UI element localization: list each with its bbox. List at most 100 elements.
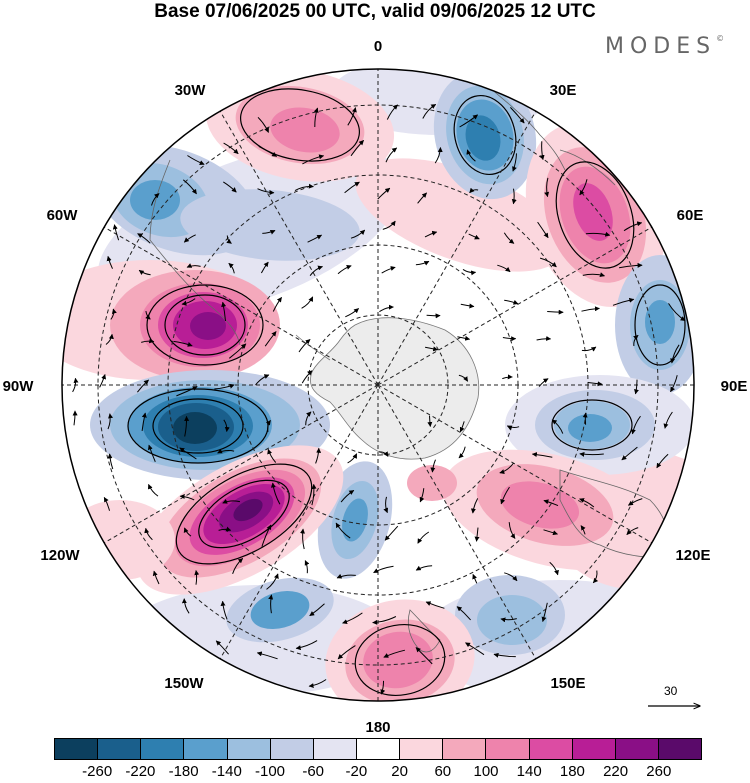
- wind-arrow: [434, 147, 443, 164]
- wind-arrow: [337, 645, 356, 660]
- wind-arrow: [141, 412, 147, 431]
- wind-arrow: [503, 232, 515, 244]
- wind-arrow: [466, 149, 476, 162]
- wind-arrow: [335, 522, 351, 539]
- wind-arrow: [626, 527, 639, 535]
- wind-arrow: [173, 340, 193, 347]
- wind-arrow: [223, 142, 239, 155]
- colorbar: [54, 738, 702, 760]
- wind-arrow: [302, 154, 325, 165]
- wind-arrow: [510, 107, 525, 124]
- wind-arrow: [422, 103, 437, 119]
- lon-label-60w: 60W: [47, 207, 79, 224]
- colorbar-cell: [658, 739, 702, 759]
- wind-arrow: [107, 413, 113, 430]
- lon-label-30w: 30W: [175, 82, 207, 99]
- wind-arrow: [379, 304, 394, 313]
- wind-arrow: [385, 147, 398, 163]
- wind-arrow: [458, 446, 466, 459]
- wind-arrow: [538, 378, 549, 387]
- colorbar-cell: [98, 739, 142, 759]
- wind-arrow: [381, 266, 396, 274]
- wind-arrow: [264, 331, 277, 347]
- lon-label-150e: 150E: [550, 675, 585, 692]
- colorbar-tick-label: 140: [516, 763, 542, 780]
- wind-arrow: [147, 444, 156, 462]
- wind-arrow: [551, 419, 564, 434]
- wind-arrow: [232, 558, 244, 574]
- colorbar-tick-label: -180: [168, 763, 199, 780]
- lon-label-180: 180: [365, 719, 390, 736]
- wind-arrow: [469, 187, 479, 194]
- lon-label-150w: 150W: [164, 675, 204, 692]
- wind-arrow: [417, 192, 427, 204]
- wind-arrow: [623, 221, 643, 232]
- colorbar-tick-label: -100: [254, 763, 286, 780]
- wind-arrow: [215, 640, 229, 655]
- wind-arrow: [256, 651, 278, 660]
- wind-arrow: [581, 306, 600, 312]
- wind-arrow: [218, 526, 232, 532]
- wind-vectors: [72, 103, 686, 695]
- wind-arrow: [383, 649, 406, 658]
- wind-arrow: [543, 529, 558, 536]
- wind-arrow: [350, 140, 364, 157]
- wind-arrow: [372, 616, 397, 625]
- colorbar-tick-label: 100: [473, 763, 499, 780]
- wind-arrow: [110, 308, 117, 320]
- wind-arrow: [112, 224, 120, 241]
- colorbar-cell: [141, 739, 185, 759]
- wind-arrow: [228, 262, 235, 274]
- wind-arrow: [345, 308, 359, 318]
- wind-arrow: [497, 264, 511, 273]
- wind-arrow: [337, 264, 352, 275]
- wind-arrow: [182, 179, 197, 195]
- wind-arrow: [99, 374, 107, 388]
- colorbar-tick-label: -60: [302, 763, 325, 780]
- wind-arrow: [459, 114, 478, 128]
- colorbar-tick-label: -140: [211, 763, 242, 780]
- colorbar-tick-label: 220: [603, 763, 629, 780]
- wind-arrow: [386, 104, 398, 120]
- antarctica-landmass: [310, 317, 480, 460]
- wind-arrow: [627, 498, 643, 506]
- wind-arrow: [539, 257, 557, 268]
- wind-arrow: [220, 600, 228, 620]
- wind-arrow: [222, 499, 241, 504]
- map-title: Base 07/06/2025 00 UTC, valid 09/06/2025…: [154, 1, 596, 22]
- wind-arrow: [307, 234, 323, 243]
- wind-arrow: [344, 181, 360, 194]
- wind-arrow: [179, 447, 197, 460]
- wind-arrow: [137, 379, 149, 393]
- wind-arrow: [138, 269, 151, 276]
- wind-arrow: [417, 531, 430, 544]
- wind-arrow: [107, 453, 114, 470]
- wind-arrow: [384, 525, 399, 541]
- wind-arrow: [499, 462, 515, 474]
- colorbar-tick-label: -260: [82, 763, 113, 780]
- wind-arrow: [301, 370, 313, 384]
- wind-arrow: [511, 188, 517, 205]
- wind-arrow: [217, 448, 235, 454]
- wind-arrow: [383, 496, 389, 514]
- wind-arrow: [382, 220, 396, 230]
- wind-arrow: [512, 153, 517, 172]
- wind-arrow: [144, 527, 153, 541]
- wind-arrow: [214, 383, 235, 390]
- wind-arrow: [228, 343, 247, 359]
- wind-arrow: [621, 446, 638, 461]
- wind-arrow: [342, 612, 363, 625]
- wind-arrow: [537, 221, 549, 239]
- wind-arrow: [470, 498, 479, 514]
- wind-arrow: [670, 344, 680, 364]
- colorbar-cell: [55, 739, 99, 759]
- wind-arrow: [585, 231, 611, 237]
- wind-arrow: [268, 594, 274, 614]
- wind-arrow: [347, 453, 358, 464]
- wind-arrow: [181, 298, 196, 306]
- map-boundary: [61, 68, 695, 702]
- lon-label-90w: 90W: [3, 378, 35, 395]
- wind-arrow: [544, 177, 550, 198]
- colorbar-tick-label: 260: [646, 763, 672, 780]
- wind-arrow: [147, 483, 159, 497]
